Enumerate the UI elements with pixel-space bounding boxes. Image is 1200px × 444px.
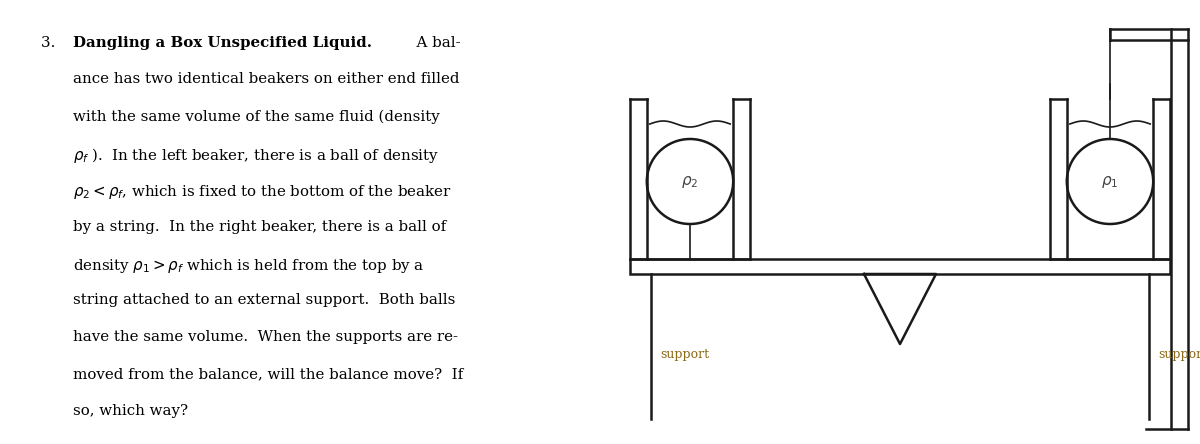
Ellipse shape bbox=[1067, 139, 1153, 224]
Text: $\rho_2 < \rho_f$, which is fixed to the bottom of the beaker: $\rho_2 < \rho_f$, which is fixed to the… bbox=[73, 183, 452, 201]
Text: moved from the balance, will the balance move?  If: moved from the balance, will the balance… bbox=[73, 367, 463, 381]
Text: so, which way?: so, which way? bbox=[73, 404, 188, 418]
Text: have the same volume.  When the supports are re-: have the same volume. When the supports … bbox=[73, 330, 458, 345]
Text: by a string.  In the right beaker, there is a ball of: by a string. In the right beaker, there … bbox=[73, 220, 446, 234]
Text: ance has two identical beakers on either end filled: ance has two identical beakers on either… bbox=[73, 72, 460, 87]
Text: $\rho_f$ ).  In the left beaker, there is a ball of density: $\rho_f$ ). In the left beaker, there is… bbox=[73, 146, 439, 165]
Text: string attached to an external support.  Both balls: string attached to an external support. … bbox=[73, 293, 455, 308]
Ellipse shape bbox=[647, 139, 733, 224]
Text: 3.: 3. bbox=[41, 36, 65, 50]
Text: support: support bbox=[1158, 348, 1200, 361]
Text: $\rho_1$: $\rho_1$ bbox=[1102, 174, 1118, 190]
Bar bbox=[630, 259, 1170, 274]
Text: $\rho_2$: $\rho_2$ bbox=[682, 174, 698, 190]
Text: density $\rho_1 > \rho_f$ which is held from the top by a: density $\rho_1 > \rho_f$ which is held … bbox=[73, 257, 425, 275]
Text: support: support bbox=[660, 348, 709, 361]
Text: Dangling a Box Unspecified Liquid.: Dangling a Box Unspecified Liquid. bbox=[73, 36, 372, 50]
Text: A bal-: A bal- bbox=[407, 36, 461, 50]
Text: with the same volume of the same fluid (density: with the same volume of the same fluid (… bbox=[73, 109, 439, 123]
